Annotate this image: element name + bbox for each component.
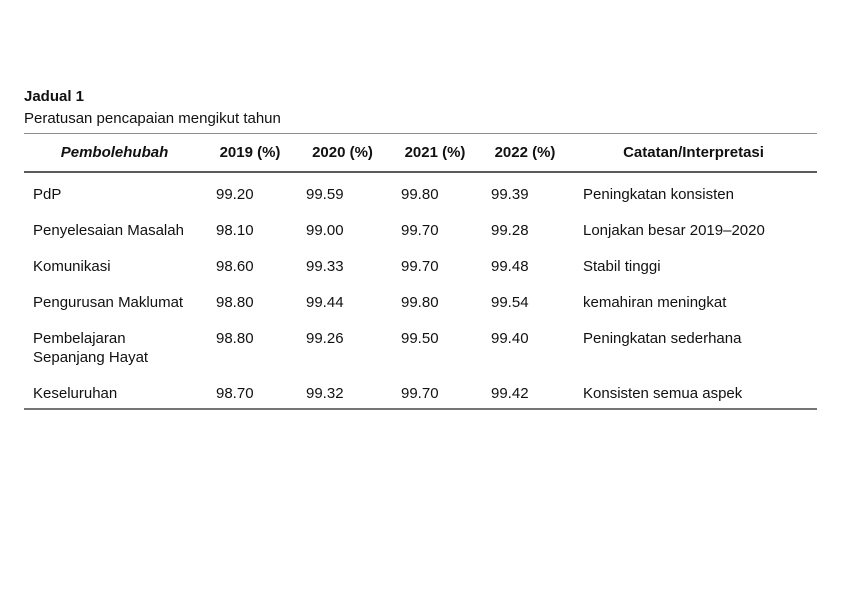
table-caption-label: Jadual 1 <box>24 88 85 105</box>
cell-variable: PdP <box>33 186 62 203</box>
cell-2019: 98.80 <box>216 294 254 311</box>
cell-variable: Pengurusan Maklumat <box>33 294 184 311</box>
cell-variable: Pembelajaran Sepanjang Hayat <box>33 330 149 366</box>
cell-2022: 99.54 <box>491 294 529 311</box>
table-caption-subtitle: Peratusan pencapaian mengikut tahun <box>24 110 281 127</box>
cell-2019: 99.20 <box>216 186 254 203</box>
cell-2021: 99.80 <box>401 294 439 311</box>
cell-variable: Penyelesaian Masalah <box>33 222 184 239</box>
cell-note: Lonjakan besar 2019–2020 <box>583 222 765 239</box>
column-header-2021: 2021 (%) <box>390 133 480 173</box>
cell-2020: 99.59 <box>306 186 344 203</box>
cell-2020: 99.44 <box>306 294 344 311</box>
column-header-2019: 2019 (%) <box>205 133 295 173</box>
cell-2019: 98.80 <box>216 330 254 347</box>
cell-note: Peningkatan konsisten <box>583 186 734 203</box>
cell-2019: 98.70 <box>216 385 254 402</box>
cell-2021: 99.50 <box>401 330 439 347</box>
table-row-pdp: PdP 99.20 99.59 99.80 99.39 Peningkatan … <box>24 172 817 209</box>
table-row-penyelesaian-masalah: Penyelesaian Masalah 98.10 99.00 99.70 9… <box>24 209 817 245</box>
column-header-2020: 2020 (%) <box>295 133 390 173</box>
cell-2020: 99.33 <box>306 258 344 275</box>
cell-variable: Komunikasi <box>33 258 111 275</box>
column-header-2022: 2022 (%) <box>480 133 570 173</box>
cell-2022: 99.48 <box>491 258 529 275</box>
cell-2022: 99.42 <box>491 385 529 402</box>
table-row-pembelajaran-sepanjang-hayat: Pembelajaran Sepanjang Hayat 98.80 99.26… <box>24 317 817 372</box>
cell-note: Stabil tinggi <box>583 258 661 275</box>
table-row-komunikasi: Komunikasi 98.60 99.33 99.70 99.48 Stabi… <box>24 245 817 281</box>
column-header-notes: Catatan/Interpretasi <box>570 133 817 173</box>
cell-2021: 99.70 <box>401 385 439 402</box>
document-content: Jadual 1 Peratusan pencapaian mengikut t… <box>24 86 817 410</box>
cell-2020: 99.26 <box>306 330 344 347</box>
cell-2019: 98.60 <box>216 258 254 275</box>
cell-note: kemahiran meningkat <box>583 294 727 311</box>
data-table: Pembolehubah 2019 (%) 2020 (%) 2021 (%) … <box>24 133 817 410</box>
column-header-variable: Pembolehubah <box>24 133 205 173</box>
cell-2021: 99.70 <box>401 258 439 275</box>
table-row-pengurusan-maklumat: Pengurusan Maklumat 98.80 99.44 99.80 99… <box>24 281 817 317</box>
cell-2022: 99.40 <box>491 330 529 347</box>
cell-variable: Keseluruhan <box>33 385 118 402</box>
cell-note: Peningkatan sederhana <box>583 330 742 347</box>
cell-2019: 98.10 <box>216 222 254 239</box>
cell-2021: 99.80 <box>401 186 439 203</box>
cell-2020: 99.32 <box>306 385 344 402</box>
table-header-row: Pembolehubah 2019 (%) 2020 (%) 2021 (%) … <box>24 133 817 173</box>
cell-note: Konsisten semua aspek <box>583 385 743 402</box>
cell-2020: 99.00 <box>306 222 344 239</box>
cell-2022: 99.28 <box>491 222 529 239</box>
cell-2021: 99.70 <box>401 222 439 239</box>
cell-2022: 99.39 <box>491 186 529 203</box>
table-row-keseluruhan: Keseluruhan 98.70 99.32 99.70 99.42 Kons… <box>24 372 817 409</box>
